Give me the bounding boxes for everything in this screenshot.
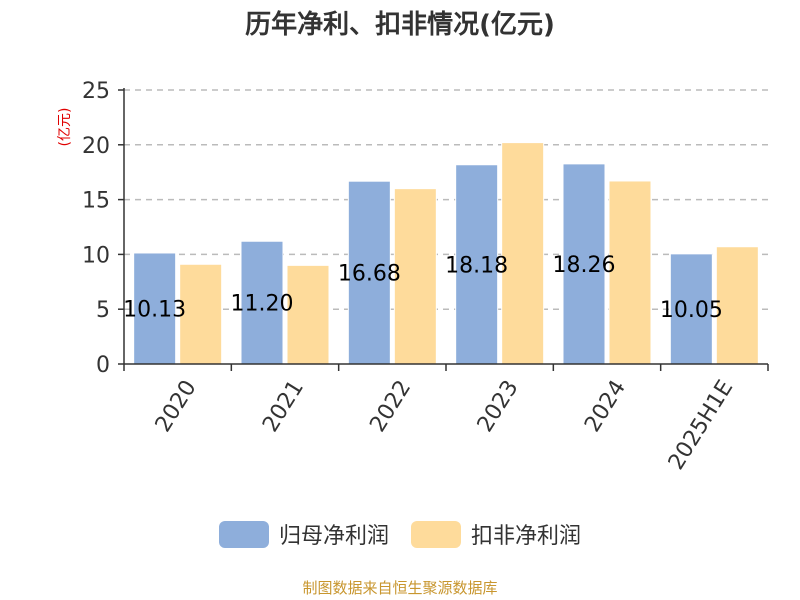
data-label-series1: 10.05 [660,298,723,323]
bar-series1 [133,252,177,365]
source-note: 制图数据来自恒生聚源数据库 [302,579,498,597]
y-tick-label: 25 [82,79,110,104]
x-tick-label: 2024 [580,376,631,437]
legend-swatch-series1 [218,520,269,548]
grid-lines [124,89,768,310]
bars [133,142,759,365]
y-tick-label: 20 [82,134,110,159]
bar-series1 [455,164,499,365]
bar-series2 [608,180,652,365]
legend-item-series2[interactable]: 扣非净利润 [411,518,581,550]
x-tick-label: 2023 [473,376,524,437]
bar-series2 [179,263,223,365]
bar-series2 [501,142,545,365]
chart-title: 历年净利、扣非情况(亿元) [245,10,555,40]
bar-series2 [715,246,759,365]
data-label-series1: 16.68 [338,262,401,287]
y-tick-label: 10 [82,243,110,268]
data-label-series1: 11.20 [231,292,294,317]
x-tick-label: 2022 [365,376,416,437]
legend-label-series2: 扣非净利润 [471,524,582,549]
y-tick-label: 0 [96,353,110,378]
data-labels: 10.13 11.20 16.68 18.18 18.26 10.05 [123,253,723,323]
y-tick-label: 5 [96,298,110,323]
legend: 归母净利润 扣非净利润 [0,518,800,550]
data-label-series1: 18.18 [445,253,508,278]
x-tick-label: 2020 [151,376,202,437]
data-label-series1: 10.13 [123,297,186,322]
legend-label-series1: 归母净利润 [278,524,389,549]
x-tick-label: 2025H1E [664,376,738,474]
y-tick-label: 15 [82,189,110,214]
bar-series1 [669,253,713,365]
x-tick-label: 2021 [258,376,309,437]
legend-item-series1[interactable]: 归母净利润 [218,518,389,550]
bar-series1 [562,163,606,365]
legend-swatch-series2 [411,520,461,548]
data-label-series1: 18.26 [553,253,616,278]
